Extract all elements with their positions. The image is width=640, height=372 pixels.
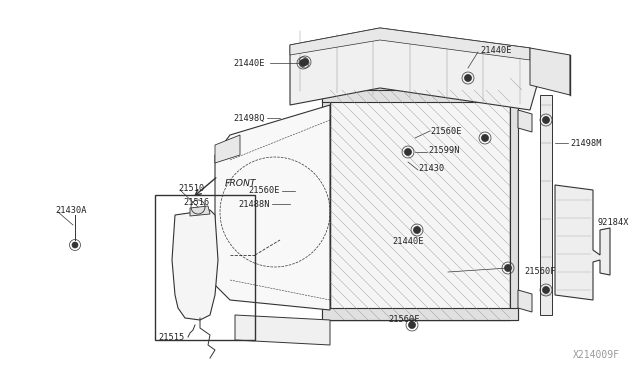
Text: 21488N: 21488N (239, 199, 270, 208)
Polygon shape (172, 210, 218, 320)
Text: 21440E: 21440E (480, 45, 511, 55)
Circle shape (465, 74, 472, 81)
Bar (155, 195, 255, 340)
Text: 21430A: 21430A (55, 205, 86, 215)
Circle shape (543, 286, 550, 294)
Polygon shape (518, 110, 532, 132)
Text: 21560F: 21560F (524, 267, 556, 276)
Text: 21516: 21516 (183, 198, 209, 206)
Text: FRONT: FRONT (225, 179, 257, 187)
Bar (510, 90, 518, 320)
Circle shape (504, 264, 511, 272)
Polygon shape (518, 290, 532, 312)
Bar (322, 90, 330, 320)
Polygon shape (215, 135, 240, 163)
Text: 21498Q: 21498Q (234, 113, 265, 122)
Bar (322, 308, 518, 320)
Polygon shape (235, 315, 330, 345)
Circle shape (543, 116, 550, 124)
Polygon shape (555, 185, 610, 300)
Text: 21510: 21510 (178, 183, 204, 192)
Bar (330, 90, 510, 320)
Circle shape (404, 148, 412, 155)
Circle shape (481, 135, 488, 141)
Text: 21498M: 21498M (570, 138, 602, 148)
Text: 21560E: 21560E (430, 126, 461, 135)
Circle shape (300, 60, 307, 67)
Text: 21560E: 21560E (248, 186, 280, 195)
Text: X214009F: X214009F (573, 350, 620, 360)
Polygon shape (290, 28, 540, 110)
Circle shape (72, 242, 78, 248)
Bar (322, 90, 518, 102)
Circle shape (413, 227, 420, 234)
Text: 21440E: 21440E (234, 58, 265, 67)
Text: 21515: 21515 (158, 334, 184, 343)
Circle shape (301, 58, 308, 65)
Polygon shape (530, 48, 570, 95)
Circle shape (408, 321, 415, 328)
Text: 92184X: 92184X (598, 218, 630, 227)
Text: 21430: 21430 (418, 164, 444, 173)
Polygon shape (215, 105, 330, 310)
Text: 21440E: 21440E (392, 237, 424, 246)
Polygon shape (290, 28, 530, 60)
Polygon shape (190, 206, 210, 216)
Bar (540, 95, 552, 315)
Text: 21599N: 21599N (428, 145, 460, 154)
Text: 21560F: 21560F (388, 315, 419, 324)
